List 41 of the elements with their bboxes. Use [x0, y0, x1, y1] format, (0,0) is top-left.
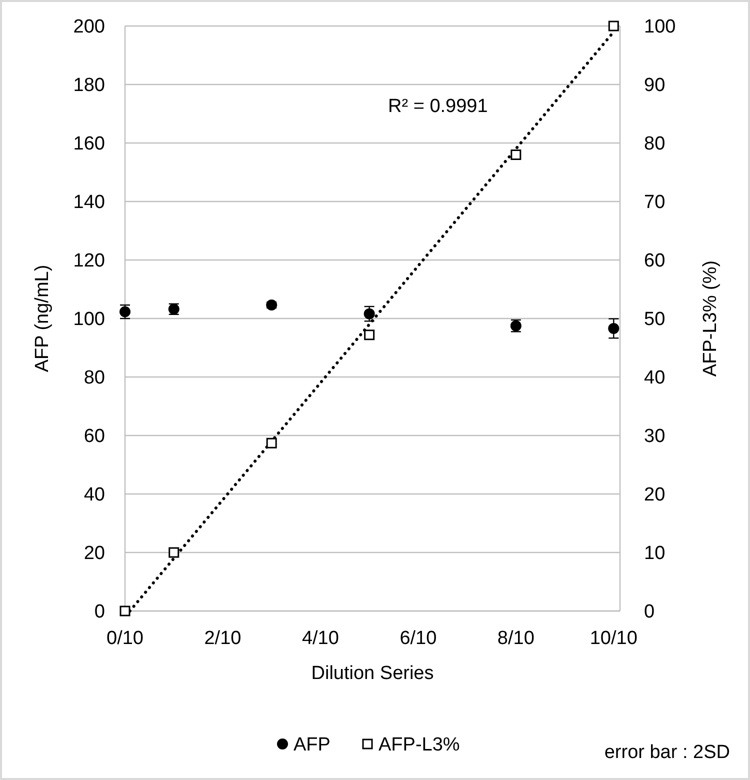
y-tick-label: 80 — [84, 368, 105, 389]
point — [608, 20, 619, 32]
point — [120, 606, 130, 616]
x-tick-label: 8/10 — [497, 628, 534, 649]
y2-tick-label: 0 — [644, 602, 655, 623]
legend-label: AFP-L3% — [378, 734, 460, 756]
x-tick-label: 4/10 — [302, 628, 339, 649]
y2-tick-label: 90 — [644, 75, 666, 96]
y2-tick-label: 10 — [644, 543, 666, 564]
y-tick-label: 120 — [73, 250, 105, 272]
legend-label: AFP — [294, 734, 330, 756]
y-tick-label: 180 — [73, 75, 105, 96]
x-tick-label: 2/10 — [204, 628, 242, 649]
text: error bar : 2SD — [604, 742, 730, 763]
y-tick-label: 140 — [73, 192, 105, 214]
y-axis-title: AFP (ng/mL) — [32, 264, 53, 372]
y-tick-label: 60 — [84, 426, 105, 448]
annotation: R² = 0.9991 — [388, 96, 488, 117]
y-tick-label: 0 — [94, 602, 105, 623]
y2-tick-label: 70 — [644, 192, 666, 214]
y2-tick-label: 50 — [644, 309, 666, 330]
x-tick-label: 10/10 — [590, 628, 638, 649]
y2-tick-label: 80 — [644, 134, 666, 155]
point — [168, 547, 180, 558]
y2-tick-label: 60 — [644, 250, 666, 272]
y-tick-label: 160 — [73, 134, 105, 155]
y-tick-label: 100 — [73, 309, 105, 330]
point — [266, 438, 277, 448]
y2-tick-label: 30 — [644, 426, 666, 448]
y2-tick-label: 40 — [644, 368, 666, 389]
y-tick-label: 20 — [84, 543, 105, 564]
y2-tick-label: 20 — [644, 484, 666, 506]
y-tick-label: 200 — [73, 16, 105, 38]
y2-axis-title: AFP-L3% (%) — [700, 260, 721, 377]
point — [510, 149, 522, 160]
point — [364, 330, 375, 340]
y-tick-label: 40 — [84, 484, 105, 506]
x-tick-label: 6/10 — [400, 628, 437, 649]
y2-tick-label: 100 — [644, 16, 676, 38]
x-tick-label: 0/10 — [106, 628, 144, 649]
x-axis-title: Dilution Series — [311, 663, 434, 684]
